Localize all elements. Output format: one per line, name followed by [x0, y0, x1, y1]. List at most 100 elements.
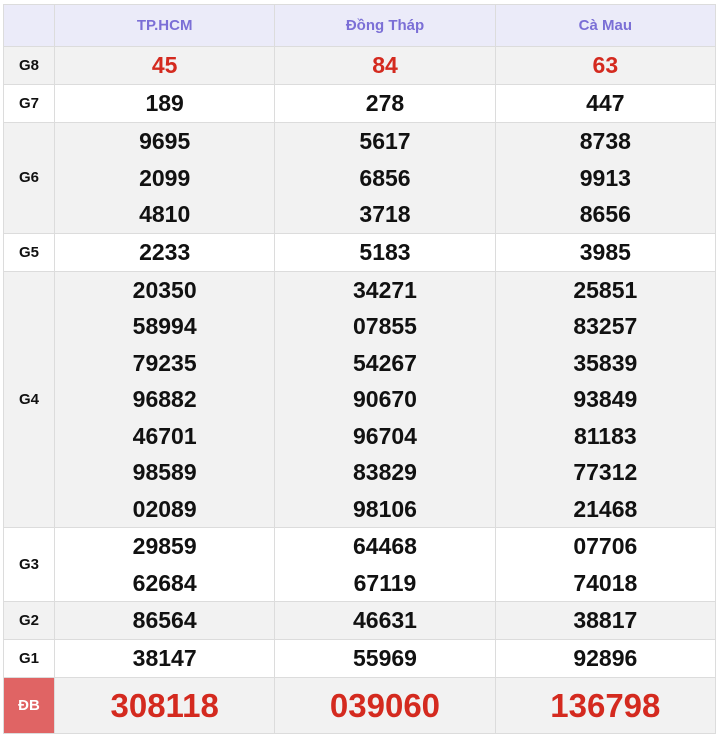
prize-label: G8	[3, 46, 55, 85]
prize-cell: 5617 6856 3718	[274, 122, 496, 234]
prize-number: 55969	[353, 645, 417, 672]
prize-cell: 9695 2099 4810	[53, 122, 276, 234]
province-header: Cà Mau	[494, 4, 717, 47]
prize-number: 2099	[139, 164, 191, 191]
prize-cell: 2233	[53, 232, 276, 272]
prize-number: 81183	[573, 422, 637, 449]
prize-number: 58994	[132, 313, 197, 339]
prize-cell: 308118	[53, 677, 276, 734]
prize-number: 90670	[353, 386, 417, 412]
prize-number: 25851	[573, 276, 638, 303]
prize-label: G5	[3, 232, 55, 272]
prize-row-g1: G1 38147 55969 92896	[3, 639, 717, 678]
prize-cell: 3985	[494, 232, 717, 272]
prize-number: 38817	[573, 607, 638, 634]
prize-number: 3718	[359, 201, 411, 227]
prize-cell: 64468 67119	[274, 527, 496, 602]
prize-number: 96704	[353, 422, 417, 449]
prize-cell: 189	[53, 84, 276, 123]
header-row: TP.HCM Đồng Tháp Cà Mau	[3, 4, 717, 47]
prize-label: G6	[3, 122, 55, 234]
prize-cell: 8738 9913 8656	[494, 122, 717, 234]
prize-cell: 20350 58994 79235 96882 46701 98589 02089	[53, 270, 276, 528]
prize-label: G7	[3, 84, 55, 123]
prize-number: 34271	[353, 276, 417, 303]
prize-number: 3985	[579, 238, 631, 265]
prize-cell: 63	[494, 46, 717, 85]
prize-number: 8738	[579, 128, 631, 154]
prize-label: ĐB	[3, 677, 55, 734]
prize-number: 96882	[132, 386, 197, 412]
prize-number: 29859	[132, 533, 197, 559]
prize-label: G3	[3, 527, 55, 602]
prize-cell: 46631	[274, 601, 496, 640]
prize-label: G2	[3, 601, 55, 640]
prize-cell: 38817	[494, 601, 717, 640]
prize-cell: 07706 74018	[494, 527, 717, 602]
prize-row-g2: G2 86564 46631 38817	[3, 601, 717, 640]
prize-number: 64468	[353, 533, 417, 559]
prize-number: 38147	[132, 645, 197, 672]
prize-cell: 86564	[53, 601, 276, 640]
prize-number: 278	[365, 90, 405, 117]
prize-cell: 55969	[274, 639, 496, 678]
prize-number: 84	[372, 52, 398, 79]
prize-number: 67119	[353, 569, 417, 596]
prize-cell: 039060	[274, 677, 496, 734]
prize-row-g5: G5 2233 5183 3985	[3, 232, 717, 272]
prize-number: 86564	[132, 607, 197, 634]
prize-number: 9913	[579, 164, 631, 191]
prize-number: 92896	[573, 645, 638, 672]
prize-number: 9695	[139, 128, 191, 154]
prize-number: 79235	[132, 349, 197, 376]
prize-cell: 25851 83257 35839 93849 81183 77312 21468	[494, 270, 717, 528]
prize-number: 447	[586, 90, 625, 117]
prize-number: 189	[145, 90, 184, 117]
prize-label: G4	[3, 270, 55, 528]
prize-cell: 136798	[494, 677, 717, 734]
prize-row-g6: G6 9695 2099 4810 5617 6856 3718 8738 9913 8656	[3, 122, 717, 234]
lottery-results-table: TP.HCM Đồng Tháp Cà Mau G8 45 84 63 G7 189 278…	[3, 4, 717, 734]
prize-number: 63	[592, 52, 619, 79]
prize-number: 62684	[132, 569, 197, 596]
prize-number: 21468	[573, 495, 638, 522]
prize-number: 5183	[359, 238, 411, 265]
prize-number: 02089	[132, 495, 197, 522]
prize-number: 8656	[579, 201, 631, 227]
prize-number: 2233	[139, 238, 191, 265]
prize-number: 46701	[132, 422, 197, 449]
prize-number: 5617	[359, 128, 411, 154]
prize-number: 98106	[353, 495, 417, 522]
prize-cell: 38147	[53, 639, 276, 678]
prize-cell: 92896	[494, 639, 717, 678]
prize-number: 136798	[550, 687, 661, 724]
prize-cell: 45	[53, 46, 276, 85]
prize-number: 6856	[359, 164, 411, 191]
prize-number: 07706	[573, 533, 638, 559]
prize-number: 039060	[329, 687, 441, 724]
prize-label: G1	[3, 639, 55, 678]
prize-number: 77312	[573, 459, 638, 485]
prize-number: 83257	[573, 313, 638, 339]
prize-cell: 84	[274, 46, 496, 85]
prize-number: 308118	[110, 687, 219, 724]
prize-number: 93849	[573, 386, 638, 412]
prize-row-g7: G7 189 278 447	[3, 84, 717, 123]
prize-row-db: ĐB 308118 039060 136798	[3, 677, 717, 734]
prize-number: 35839	[573, 349, 638, 376]
prize-number: 20350	[132, 276, 197, 303]
prize-number: 74018	[573, 569, 638, 596]
prize-number: 83829	[353, 459, 417, 485]
prize-cell: 29859 62684	[53, 527, 276, 602]
prize-number: 45	[151, 52, 178, 79]
prize-cell: 447	[494, 84, 717, 123]
prize-number: 46631	[353, 607, 417, 634]
prize-number: 98589	[132, 459, 197, 485]
prize-number: 54267	[353, 349, 417, 376]
prize-cell: 5183	[274, 232, 496, 272]
prize-cell: 278	[274, 84, 496, 123]
corner-cell	[3, 4, 55, 47]
prize-number: 4810	[139, 201, 191, 227]
province-header: Đồng Tháp	[274, 4, 496, 47]
prize-number: 07855	[353, 313, 417, 339]
